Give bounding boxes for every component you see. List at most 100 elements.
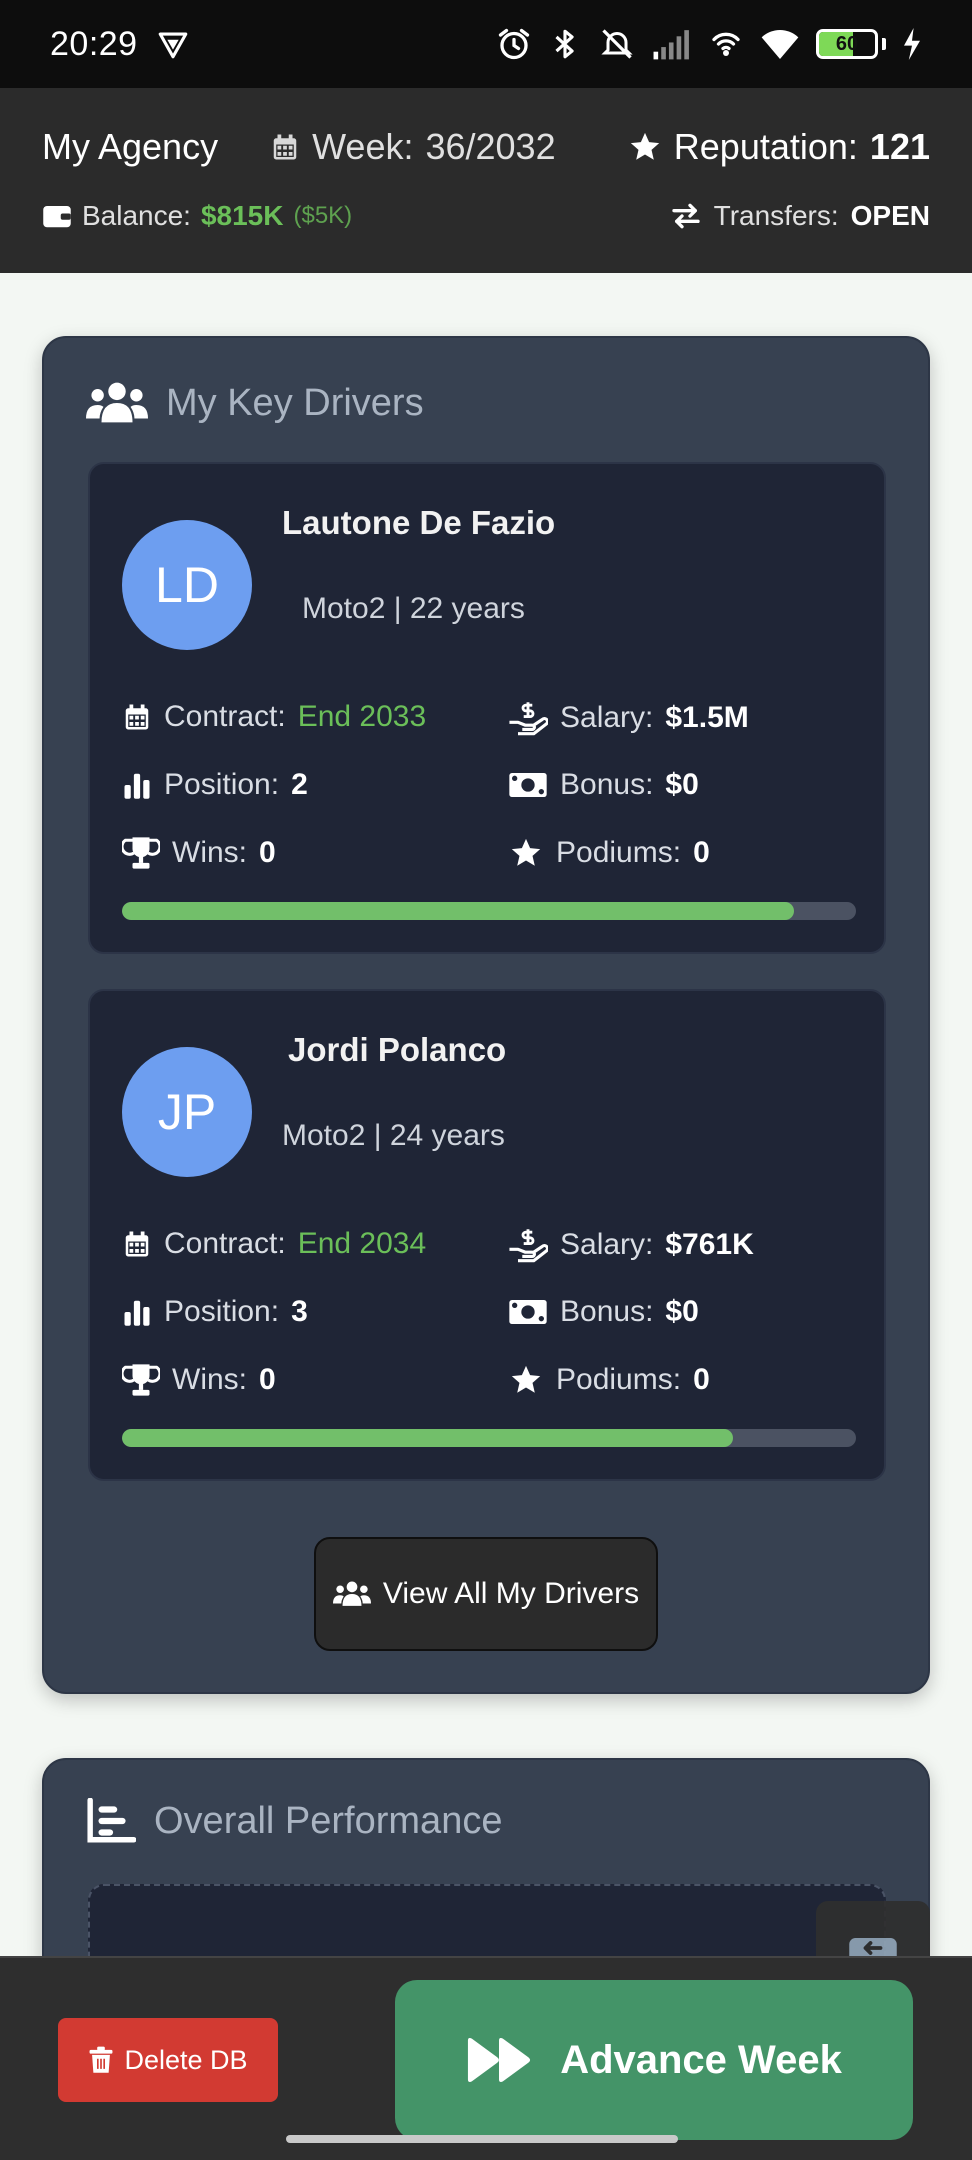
driver-progress-bar (122, 1429, 856, 1447)
wins-label: Wins: (172, 1363, 247, 1396)
calendar-icon (125, 704, 149, 730)
advance-week-label: Advance Week (560, 2037, 842, 2082)
wins-value: 0 (259, 1363, 276, 1396)
salary-value: $761K (665, 1228, 754, 1261)
bonus-label: Bonus: (560, 768, 654, 801)
wallet-icon (43, 206, 71, 228)
contract-label: Contract: (164, 700, 286, 733)
driver-progress-bar (122, 902, 856, 920)
podiums-label: Podiums: (556, 1363, 682, 1396)
stat-bonus: Bonus: $0 (508, 768, 699, 802)
star-icon (630, 132, 659, 160)
balance-indicator: Balance: $815K ($5K) (42, 200, 352, 232)
position-label: Position: (164, 768, 280, 801)
stat-bonus: Bonus: $0 (508, 1295, 699, 1329)
contract-value: End 2034 (297, 1227, 427, 1260)
avatar: LD (122, 520, 252, 650)
stat-contract: Contract: End 2034 (122, 1227, 426, 1261)
week-label: Week: (312, 126, 414, 167)
bonus-label: Bonus: (560, 1295, 654, 1328)
calendar-icon (273, 134, 297, 160)
stat-wins: Wins: 0 (122, 1363, 276, 1397)
users-icon (332, 1581, 371, 1606)
contract-value: End 2033 (297, 700, 427, 733)
stat-contract: Contract: End 2033 (122, 700, 426, 734)
wifi-icon (761, 30, 799, 59)
app-header: My Agency Week: 36/2032 Reputation: 121 (0, 88, 972, 273)
reputation-value: 121 (869, 126, 930, 167)
transfer-arrows-icon (671, 203, 700, 229)
driver-card[interactable]: LD Lautone De Fazio Moto2 | 22 years Con… (88, 462, 886, 954)
star-icon (511, 1365, 541, 1393)
salary-value: $1.5M (665, 701, 749, 734)
driver-name: Lautone De Fazio (282, 504, 556, 541)
salary-label: Salary: (560, 701, 654, 734)
week-value: 36/2032 (425, 126, 556, 167)
stat-salary: Salary: $761K (508, 1227, 754, 1263)
transfers-value: OPEN (850, 200, 930, 231)
podiums-value: 0 (693, 836, 710, 869)
stat-salary: Salary: $1.5M (508, 700, 749, 736)
reputation-label: Reputation: (673, 126, 858, 167)
vpn-icon (158, 32, 187, 59)
week-indicator: Week: 36/2032 (270, 126, 556, 168)
bonus-value: $0 (665, 1295, 699, 1328)
contract-label: Contract: (164, 1227, 286, 1260)
driver-progress-fill (122, 1429, 734, 1447)
status-time: 20:29 (50, 24, 138, 63)
charging-icon (904, 28, 920, 60)
podiums-label: Podiums: (556, 836, 682, 869)
bar-chart-icon (124, 773, 150, 799)
money-bill-icon (509, 1300, 547, 1324)
status-bar: 20:29 (0, 0, 972, 88)
stat-position: Position: 3 (122, 1295, 308, 1329)
transfers-indicator: Transfers: OPEN (670, 200, 930, 232)
driver-name: Jordi Polanco (288, 1031, 507, 1068)
bluetooth-icon (555, 29, 574, 59)
delete-db-label: Delete DB (124, 2044, 248, 2075)
bonus-value: $0 (665, 768, 699, 801)
avatar: JP (122, 1047, 252, 1177)
salary-label: Salary: (560, 1228, 654, 1261)
reputation-indicator: Reputation: 121 (628, 126, 930, 168)
salary-hand-icon (509, 702, 548, 736)
overall-performance-title: Overall Performance (86, 1798, 502, 1844)
key-drivers-panel: My Key Drivers LD Lautone De Fazio Moto2… (42, 336, 930, 1694)
podiums-value: 0 (693, 1363, 710, 1396)
stat-position: Position: 2 (122, 768, 308, 802)
home-indicator[interactable] (286, 2135, 678, 2143)
driver-meta: Moto2 | 24 years (282, 1119, 505, 1152)
driver-progress-fill (122, 902, 794, 920)
position-label: Position: (164, 1295, 280, 1328)
delete-db-button[interactable]: Delete DB (58, 2018, 278, 2102)
alarm-icon (498, 28, 530, 60)
driver-card[interactable]: JP Jordi Polanco Moto2 | 24 years Contra… (88, 989, 886, 1481)
position-value: 2 (291, 768, 308, 801)
battery-indicator: 60 (816, 29, 886, 59)
balance-delta: ($5K) (293, 202, 353, 229)
bar-chart-icon (124, 1300, 150, 1326)
wins-label: Wins: (172, 836, 247, 869)
trophy-icon (122, 1364, 160, 1396)
balance-value: $815K (200, 200, 284, 231)
view-all-drivers-button[interactable]: View All My Drivers (314, 1537, 658, 1651)
hotspot-icon (712, 32, 740, 56)
users-icon (86, 382, 148, 423)
calendar-icon (125, 1231, 149, 1257)
trash-icon (90, 2046, 113, 2073)
key-drivers-title-text: My Key Drivers (166, 381, 424, 424)
signal-icon (653, 30, 689, 60)
chart-bar-icon (87, 1798, 136, 1843)
key-drivers-title: My Key Drivers (86, 378, 424, 428)
salary-hand-icon (509, 1229, 548, 1263)
overall-performance-title-text: Overall Performance (154, 1799, 503, 1842)
driver-meta: Moto2 | 22 years (302, 592, 525, 625)
trophy-icon (122, 837, 160, 869)
agency-name: My Agency (42, 126, 219, 167)
battery-level: 60 (835, 32, 859, 55)
money-bill-icon (509, 773, 547, 797)
bottom-action-bar: Delete DB Advance Week (0, 1956, 972, 2160)
fast-forward-icon (468, 2038, 531, 2082)
view-all-drivers-label: View All My Drivers (382, 1577, 640, 1610)
advance-week-button[interactable]: Advance Week (395, 1980, 913, 2140)
